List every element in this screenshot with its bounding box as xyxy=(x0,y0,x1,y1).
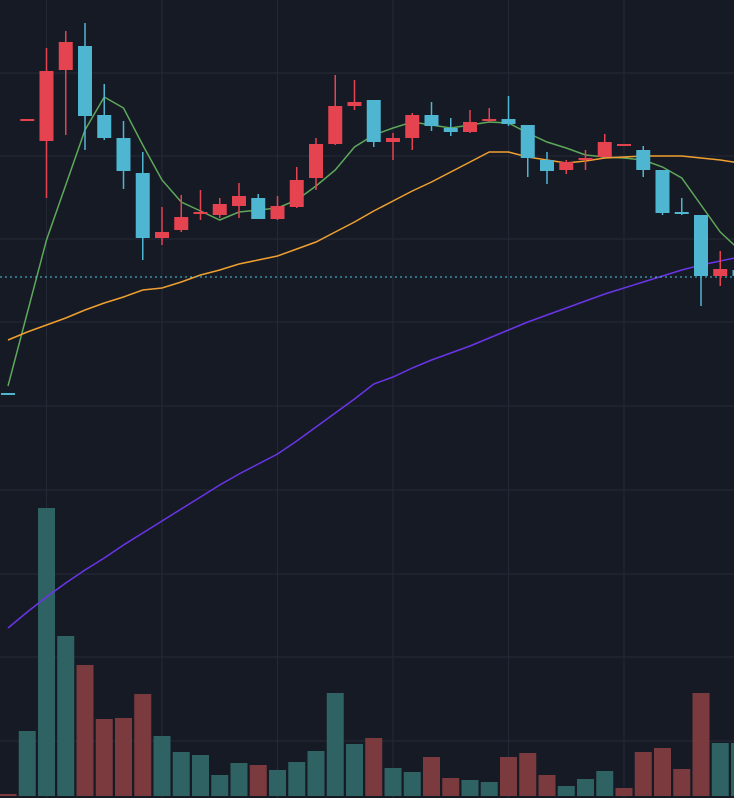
candle-body xyxy=(559,162,574,170)
volume-bar xyxy=(115,718,132,796)
volume-bar xyxy=(18,731,36,796)
candle-body xyxy=(732,270,734,276)
volume-bar xyxy=(634,752,652,796)
candle-body xyxy=(289,180,304,207)
candle-body xyxy=(366,100,381,142)
volume-bar xyxy=(711,743,729,796)
volume-bar xyxy=(731,743,734,796)
volume-bar xyxy=(57,636,75,796)
candle-body xyxy=(116,138,131,171)
candle-body xyxy=(155,232,169,238)
volume-bar xyxy=(326,693,344,796)
volume-bar xyxy=(134,694,152,796)
volume-bar xyxy=(0,794,17,796)
candle-body xyxy=(58,42,73,70)
candle-body xyxy=(135,173,150,238)
volume-bar xyxy=(519,753,537,796)
candle-body xyxy=(424,115,439,126)
candle-body xyxy=(386,138,400,142)
candle-body xyxy=(443,128,458,132)
volume-bar xyxy=(249,765,267,796)
candle-body xyxy=(270,206,285,219)
candle-body xyxy=(251,198,266,219)
volume-bar xyxy=(480,782,498,796)
volume-bar xyxy=(557,786,575,796)
volume-bar xyxy=(692,693,710,796)
candle-body xyxy=(482,119,497,121)
candle-body xyxy=(212,204,227,215)
candle-body xyxy=(328,106,343,144)
ma-line xyxy=(7,257,734,629)
volume-bar xyxy=(500,757,517,796)
candle-body xyxy=(309,144,323,178)
candle-body xyxy=(694,215,708,276)
volume-bar xyxy=(538,775,556,796)
candle-body xyxy=(501,119,516,124)
ma-line xyxy=(7,151,734,341)
candle-body xyxy=(78,46,92,116)
volume-bar xyxy=(307,751,325,796)
volume-bar xyxy=(384,768,402,796)
volume-bar xyxy=(95,719,113,796)
volume-bar xyxy=(673,769,691,796)
candle-body xyxy=(174,217,189,230)
volume-bar xyxy=(269,770,286,796)
volume-bar xyxy=(615,788,633,796)
volume-bar xyxy=(654,748,671,796)
volume-bar xyxy=(577,779,594,796)
candle-body xyxy=(347,102,362,106)
candle-body xyxy=(405,115,420,138)
volume-bar xyxy=(38,508,55,796)
volume-bar xyxy=(211,775,229,796)
volume-bar xyxy=(365,738,383,796)
volume-bar xyxy=(192,755,209,796)
volume-bar xyxy=(288,762,306,796)
candle-body xyxy=(463,122,477,132)
candle-body xyxy=(578,158,593,160)
volume-bar xyxy=(423,757,440,796)
candle-body xyxy=(636,150,651,170)
volume-bar xyxy=(76,665,94,796)
volume-bar xyxy=(461,780,479,796)
volume-bar xyxy=(596,771,614,796)
volume-bar xyxy=(153,736,171,796)
candle-body xyxy=(520,125,535,158)
candle-body xyxy=(232,196,246,206)
candle-body xyxy=(1,393,15,395)
candle-body xyxy=(193,212,208,214)
candle-body xyxy=(674,212,689,214)
candle-body xyxy=(597,142,612,157)
candle-body xyxy=(97,115,112,138)
volume-bar xyxy=(230,763,248,796)
volume-bar xyxy=(442,778,460,796)
volume-bar xyxy=(172,752,190,796)
candle-body xyxy=(713,269,728,276)
candle-body xyxy=(540,160,554,171)
volume-bar xyxy=(346,744,363,796)
volume-bar xyxy=(403,772,421,796)
candle-body xyxy=(617,144,631,146)
candle-body xyxy=(39,71,54,141)
candle-body xyxy=(20,119,35,121)
candle-body xyxy=(655,170,670,213)
